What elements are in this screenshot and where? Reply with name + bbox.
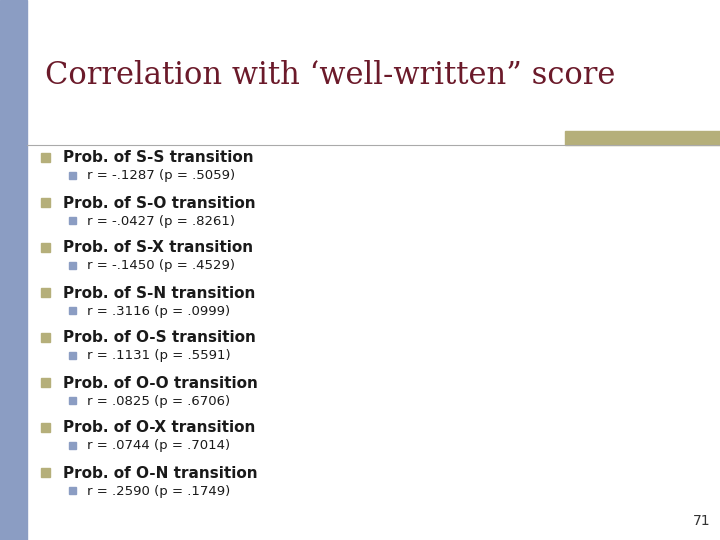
Bar xyxy=(69,487,76,494)
Text: r = .3116 (p = .0999): r = .3116 (p = .0999) xyxy=(87,305,230,318)
Text: Prob. of S-S transition: Prob. of S-S transition xyxy=(63,151,254,165)
Bar xyxy=(69,217,76,224)
Text: 71: 71 xyxy=(693,514,710,528)
Text: r = .2590 (p = .1749): r = .2590 (p = .1749) xyxy=(87,484,230,497)
Text: Prob. of S-N transition: Prob. of S-N transition xyxy=(63,286,256,300)
Bar xyxy=(69,261,76,268)
Bar xyxy=(0,0,27,540)
Text: r = -.1287 (p = .5059): r = -.1287 (p = .5059) xyxy=(87,170,235,183)
Text: r = -.0427 (p = .8261): r = -.0427 (p = .8261) xyxy=(87,214,235,227)
Bar xyxy=(41,152,50,161)
Text: Prob. of O-X transition: Prob. of O-X transition xyxy=(63,421,256,435)
Text: Prob. of S-O transition: Prob. of S-O transition xyxy=(63,195,256,211)
Text: Correlation with ‘well-written” score: Correlation with ‘well-written” score xyxy=(45,60,616,91)
Text: r = -.1450 (p = .4529): r = -.1450 (p = .4529) xyxy=(87,260,235,273)
Text: r = .1131 (p = .5591): r = .1131 (p = .5591) xyxy=(87,349,231,362)
Bar xyxy=(69,172,76,179)
Bar xyxy=(69,442,76,449)
Text: r = .0744 (p = .7014): r = .0744 (p = .7014) xyxy=(87,440,230,453)
Bar xyxy=(41,422,50,431)
Text: Prob. of O-N transition: Prob. of O-N transition xyxy=(63,465,258,481)
Bar xyxy=(69,396,76,403)
Bar xyxy=(41,287,50,296)
Text: Prob. of S-X transition: Prob. of S-X transition xyxy=(63,240,253,255)
Bar xyxy=(565,131,720,145)
Bar xyxy=(41,198,50,206)
Bar xyxy=(69,352,76,359)
Text: Prob. of O-O transition: Prob. of O-O transition xyxy=(63,375,258,390)
Bar xyxy=(41,468,50,476)
Text: Prob. of O-S transition: Prob. of O-S transition xyxy=(63,330,256,346)
Bar xyxy=(41,242,50,252)
Bar xyxy=(41,377,50,387)
Bar xyxy=(69,307,76,314)
Text: r = .0825 (p = .6706): r = .0825 (p = .6706) xyxy=(87,395,230,408)
Bar xyxy=(41,333,50,341)
